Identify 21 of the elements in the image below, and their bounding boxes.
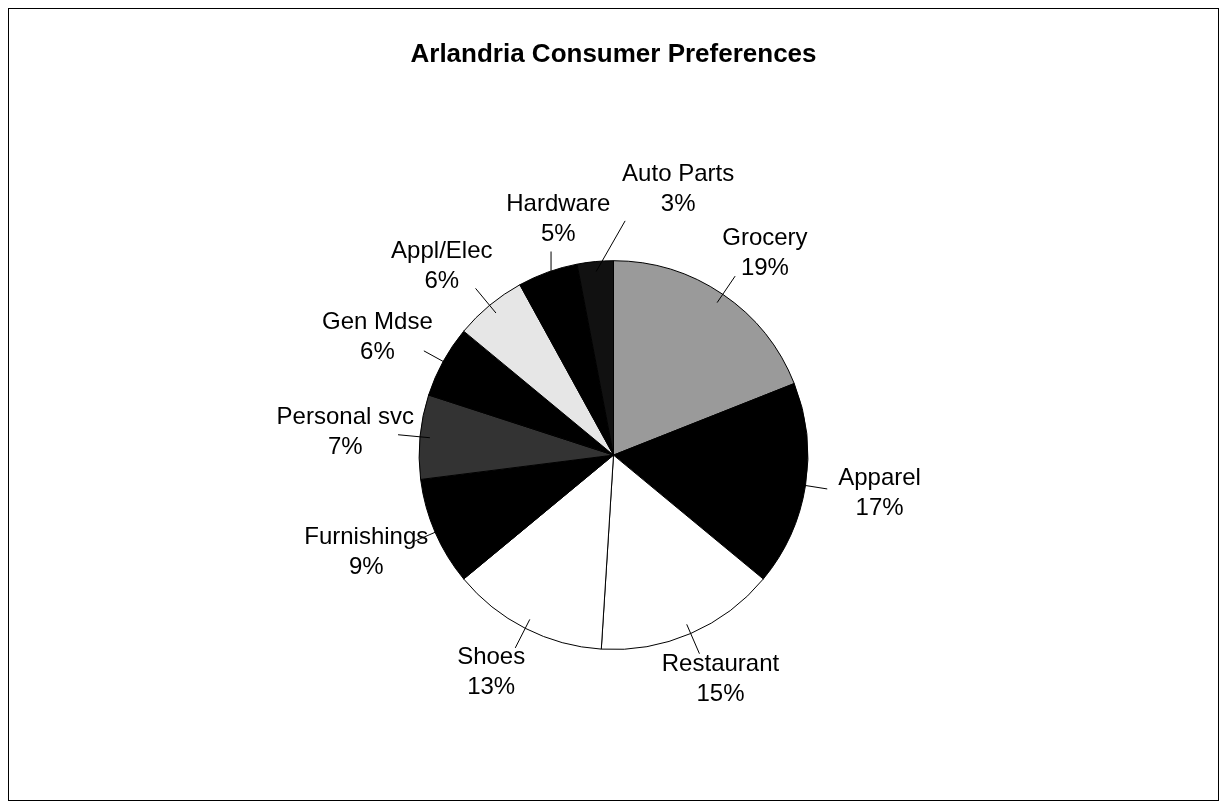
data-label: 19% (740, 252, 789, 280)
slice-label: Personal svc (276, 401, 414, 429)
slice-label: Grocery (722, 222, 808, 250)
data-label: 9% (348, 551, 384, 579)
slice-label: Apparel (838, 462, 921, 490)
slice-label: Hardware (506, 189, 611, 217)
slice-label: Auto Parts (622, 158, 735, 186)
data-label: 17% (855, 492, 904, 520)
data-label: 13% (467, 672, 516, 700)
data-label: 15% (696, 679, 745, 707)
slice-label: Gen Mdse (322, 306, 433, 334)
data-label: 5% (540, 219, 576, 247)
data-label: 6% (360, 336, 395, 364)
slice-label: Restaurant (661, 649, 780, 677)
data-label: 7% (327, 431, 363, 459)
chart-title: Arlandria Consumer Preferences (410, 37, 817, 68)
data-label: 3% (660, 188, 696, 216)
slice-label: Appl/Elec (391, 236, 493, 264)
data-label: 6% (424, 266, 460, 294)
slice-label: Shoes (457, 642, 526, 670)
slice-label: Furnishings (304, 521, 429, 549)
